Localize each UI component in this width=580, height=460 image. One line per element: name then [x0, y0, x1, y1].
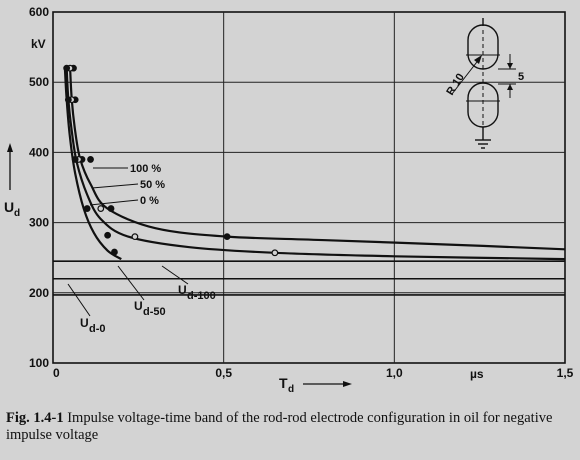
y-tick-labels: 100 200 300 400 500 600 — [29, 5, 49, 370]
y-tick-label: 500 — [29, 75, 49, 89]
filled-marker — [63, 64, 71, 72]
y-tick-label: 100 — [29, 356, 49, 370]
curve-50-percent — [65, 68, 566, 261]
gap-arrow-up-icon — [507, 84, 513, 90]
percent-labels: 100 % 50 % 0 % — [89, 163, 165, 207]
label-50-percent: 50 % — [140, 179, 165, 191]
gap-label: 5 — [518, 71, 524, 83]
open-marker — [131, 233, 139, 241]
radius-leader — [451, 57, 481, 95]
ud0-label-sub: d-0 — [89, 323, 106, 335]
label-0-percent: 0 % — [140, 195, 159, 207]
y-tick-label: 400 — [29, 145, 49, 159]
open-marker — [97, 205, 105, 212]
top-rod-electrode-icon — [467, 24, 499, 70]
x-tick-labels: 0 0,5 1,0 1,5 — [53, 366, 574, 380]
leader-0 — [89, 199, 139, 206]
leader-ud0 — [67, 283, 91, 317]
bottom-rod-electrode-icon — [467, 82, 499, 128]
x-tick-label: 1,5 — [557, 366, 574, 380]
y-axis-title-main: U — [4, 199, 14, 215]
ud50-label-sub: d-50 — [143, 306, 166, 318]
open-marker — [271, 249, 279, 257]
filled-marker — [87, 156, 94, 163]
label-100-percent: 100 % — [130, 163, 161, 175]
leader-ud50 — [117, 265, 145, 301]
limit-lines — [53, 260, 565, 296]
y-tick-label: 200 — [29, 286, 49, 300]
caption-text: Impulse voltage-time band of the rod-rod… — [6, 410, 553, 443]
leader-50 — [91, 183, 139, 189]
ud50-label-main: U — [134, 299, 143, 313]
x-axis-title-main: T — [279, 375, 288, 391]
ud-labels: U d-0 U d-50 U d-100 — [67, 265, 216, 335]
ud0-label-main: U — [80, 316, 89, 330]
ud100-label-sub: d-100 — [187, 290, 216, 302]
x-tick-label: 0,5 — [215, 366, 232, 380]
x-unit-label: µs — [470, 367, 484, 381]
filled-marker — [111, 248, 118, 256]
radius-label: R 10 — [444, 72, 466, 98]
x-axis-title-sub: d — [288, 384, 294, 395]
filled-marker — [104, 231, 112, 239]
filled-marker — [71, 156, 79, 163]
radius-arrow-icon — [474, 55, 482, 64]
x-axis-arrow-icon — [343, 381, 352, 387]
gap-arrow-down-icon — [507, 63, 513, 69]
x-tick-label: 1,0 — [386, 366, 403, 380]
ud100-label-main: U — [178, 283, 187, 297]
filled-marker — [83, 205, 91, 212]
filled-marker — [223, 233, 231, 241]
curve-100-percent — [69, 68, 566, 251]
filled-marker — [64, 96, 72, 104]
y-axis-title-sub: d — [14, 208, 20, 219]
y-tick-label: 300 — [29, 216, 49, 230]
y-axis-title: U d — [4, 143, 20, 219]
x-axis-title: T d — [279, 375, 352, 395]
marker-group — [63, 64, 279, 257]
filled-marker — [107, 205, 115, 212]
caption-label: Fig. 1.4-1 — [6, 410, 64, 426]
electrode-inset — [451, 18, 516, 149]
plot-frame — [52, 11, 566, 364]
x-tick-label: 0 — [53, 366, 60, 380]
y-tick-label: 600 — [29, 5, 49, 19]
figure-caption: Fig. 1.4-1 Impulse voltage-time band of … — [6, 410, 574, 444]
y-axis-arrow-icon — [7, 143, 13, 152]
leader-ud100 — [161, 265, 189, 285]
chart-grid — [52, 11, 566, 364]
y-unit-label: kV — [31, 37, 46, 51]
